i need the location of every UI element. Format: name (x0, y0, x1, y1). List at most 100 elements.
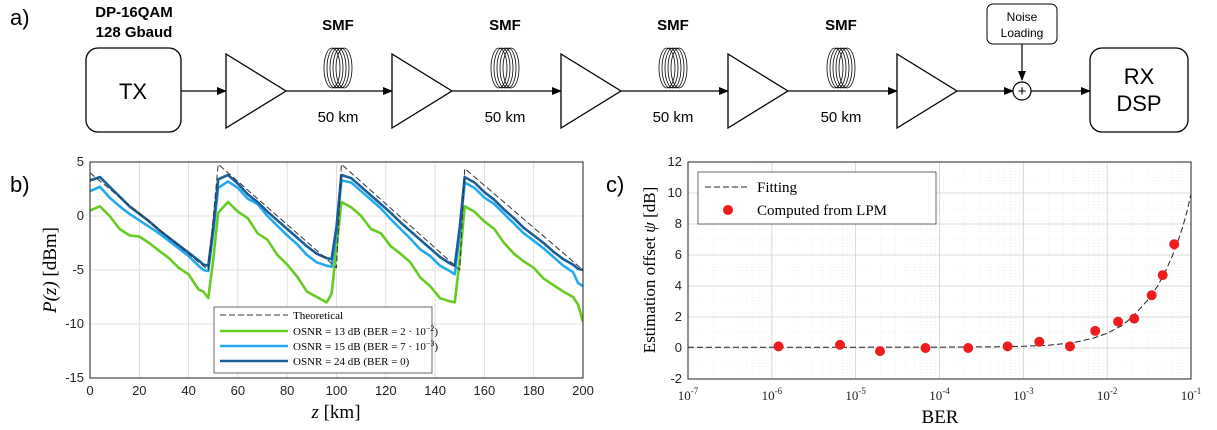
fiber-spool-1 (323, 47, 353, 89)
fiber-coil-loop (829, 47, 847, 89)
fiber-coil-loop (667, 47, 685, 89)
span-length-label: 50 km (318, 109, 359, 126)
legend-computed-marker (723, 205, 733, 215)
chart-b-x-axis-unit: [km] (324, 402, 361, 423)
chart-c-data-point (920, 343, 931, 353)
chart-b-y-tick-label: -10 (65, 316, 84, 331)
legend-fitting-label: Fitting (757, 180, 798, 196)
fiber-coil-loop (838, 47, 856, 89)
chart-c-data-point (1146, 290, 1157, 301)
panel-b-power-profile-chart: b) 0 20 40 60 80 100 120 140 160 180 200 -15 -10 -5 0 5… (10, 154, 594, 423)
legend-osnr15-label: OSNR = 15 dB (BER = 7 · 10−3) (293, 339, 438, 353)
chart-c-data-point (1169, 239, 1180, 250)
chart-c-y-tick-label: 8 (675, 216, 682, 231)
chart-b-y-tick-label: -5 (72, 262, 84, 277)
chart-c-y-axis-text: Estimation offset (640, 237, 659, 354)
chart-b-x-tick-label: 120 (375, 383, 397, 398)
fiber-coil-loop (499, 47, 517, 89)
chart-b-x-tick-label: 0 (86, 383, 93, 398)
panel-c-label: c) (606, 172, 624, 197)
chart-c-data-point (1065, 341, 1075, 352)
legend-computed-label: Computed from LPM (757, 203, 887, 219)
chart-b-y-axis-variable: P(z) (40, 281, 61, 314)
fiber-coil-loop (832, 47, 850, 89)
chart-b-y-tick-label: 5 (77, 154, 84, 169)
fiber-coil-loop (835, 47, 853, 89)
legend-theoretical-label: Theoretical (293, 310, 343, 322)
fiber-coil-loop (329, 47, 347, 89)
chart-b-y-axis-label: P(z) [dBm] (40, 227, 61, 314)
chart-b-x-axis-label: z [km] (310, 402, 360, 423)
chart-c-data-point (835, 339, 845, 350)
chart-c-y-axis-variable: ψ (640, 222, 659, 233)
chart-c-y-tick-label: 4 (675, 278, 682, 293)
chart-b-x-tick-label: 40 (181, 383, 195, 398)
amplifier-2 (391, 52, 454, 130)
chart-c-y-tick-label: 2 (675, 309, 682, 324)
fiber-coil-loop (496, 47, 514, 89)
chart-c-data-point (1157, 270, 1168, 281)
amplifier-1 (225, 52, 288, 130)
panel-a-system-diagram: a) DP-16QAM 128 Gbaud TX RX DSP Noise Lo… (10, 3, 1189, 133)
chart-c-x-tick-label: 10-4 (929, 386, 950, 403)
fiber-type-label: SMF (825, 17, 857, 34)
legend-osnr13-label: OSNR = 13 dB (BER = 2 · 10−2) (293, 324, 438, 338)
fiber-coil-loop (664, 47, 682, 89)
fiber-type-label: SMF (322, 17, 354, 34)
amplifier-3 (560, 52, 623, 130)
chart-b-y-axis-unit: [dBm] (40, 227, 61, 277)
fiber-type-label: SMF (489, 17, 521, 34)
noise-adder: + (1012, 81, 1032, 101)
chart-c-x-tick-label: 10-7 (678, 386, 699, 403)
chart-b-y-tick-label: 0 (77, 208, 84, 223)
chart-c-y-axis-label: Estimation offset ψ [dB] (640, 187, 659, 354)
fiber-coil-loop (335, 47, 353, 89)
chart-c-x-tick-label: 10-1 (1181, 386, 1202, 403)
chart-c-x-tick-label: 10-6 (762, 386, 783, 403)
tx-label: TX (119, 79, 147, 104)
chart-b-series-line (90, 173, 583, 272)
fiber-coil-loop (493, 47, 511, 89)
chart-b-x-tick-label: 180 (523, 383, 545, 398)
chart-c-y-tick-label: 0 (675, 340, 682, 355)
rx-label: RX (1124, 64, 1155, 89)
chart-c-data-point (963, 343, 974, 353)
tx-block: TX (85, 47, 182, 133)
chart-c-x-tick-label: 10-5 (845, 386, 866, 403)
amplifier-4 (727, 52, 790, 130)
panel-b-label: b) (10, 172, 30, 197)
chart-c-legend: Fitting Computed from LPM (697, 171, 937, 225)
chart-b-x-tick-label: 80 (280, 383, 294, 398)
span-length-label: 50 km (485, 109, 526, 126)
chart-b-series-line (90, 200, 583, 323)
chart-c-x-axis-label: BER (922, 407, 959, 428)
chart-c-y-tick-label: 6 (675, 247, 682, 262)
chart-c-data-point (1129, 313, 1140, 324)
fiber-type-label: SMF (657, 17, 689, 34)
fiber-coil-loop (658, 47, 676, 89)
chart-c-y-tick-label: -2 (670, 371, 682, 386)
modulation-format-label: DP-16QAM (95, 4, 173, 21)
chart-b-x-tick-label: 200 (572, 383, 594, 398)
noise-label: Noise (1007, 10, 1038, 24)
panel-c-estimation-offset-chart: c) 10-7 10-6 10-5 10-4 10-3 10-2 10-1 -2 0 2 4 6 8 10… (606, 154, 1201, 428)
panel-a-label: a) (10, 5, 30, 30)
chart-b-x-axis-variable: z (310, 402, 319, 423)
chart-c-data-point (875, 346, 885, 357)
chart-b-x-tick-label: 100 (326, 383, 348, 398)
chart-c-data-point (1034, 336, 1045, 347)
chart-c-fitting-curve (688, 193, 1191, 348)
fiber-spool-2 (490, 47, 520, 89)
chart-b-series-line (90, 163, 583, 271)
chart-c-x-tick-label: 10-2 (1097, 386, 1118, 403)
chart-b-x-tick-label: 140 (424, 383, 446, 398)
fiber-coil-loop (332, 47, 350, 89)
chart-c-data-point (1090, 325, 1101, 336)
amplifier-5 (896, 52, 959, 130)
chart-b-y-tick-label: -15 (65, 370, 84, 385)
fiber-spool-3 (658, 47, 688, 89)
chart-b-legend: Theoretical OSNR = 13 dB (BER = 2 · 10−2… (213, 306, 438, 374)
fiber-spool-4 (826, 47, 856, 89)
fiber-coil-loop (326, 47, 344, 89)
